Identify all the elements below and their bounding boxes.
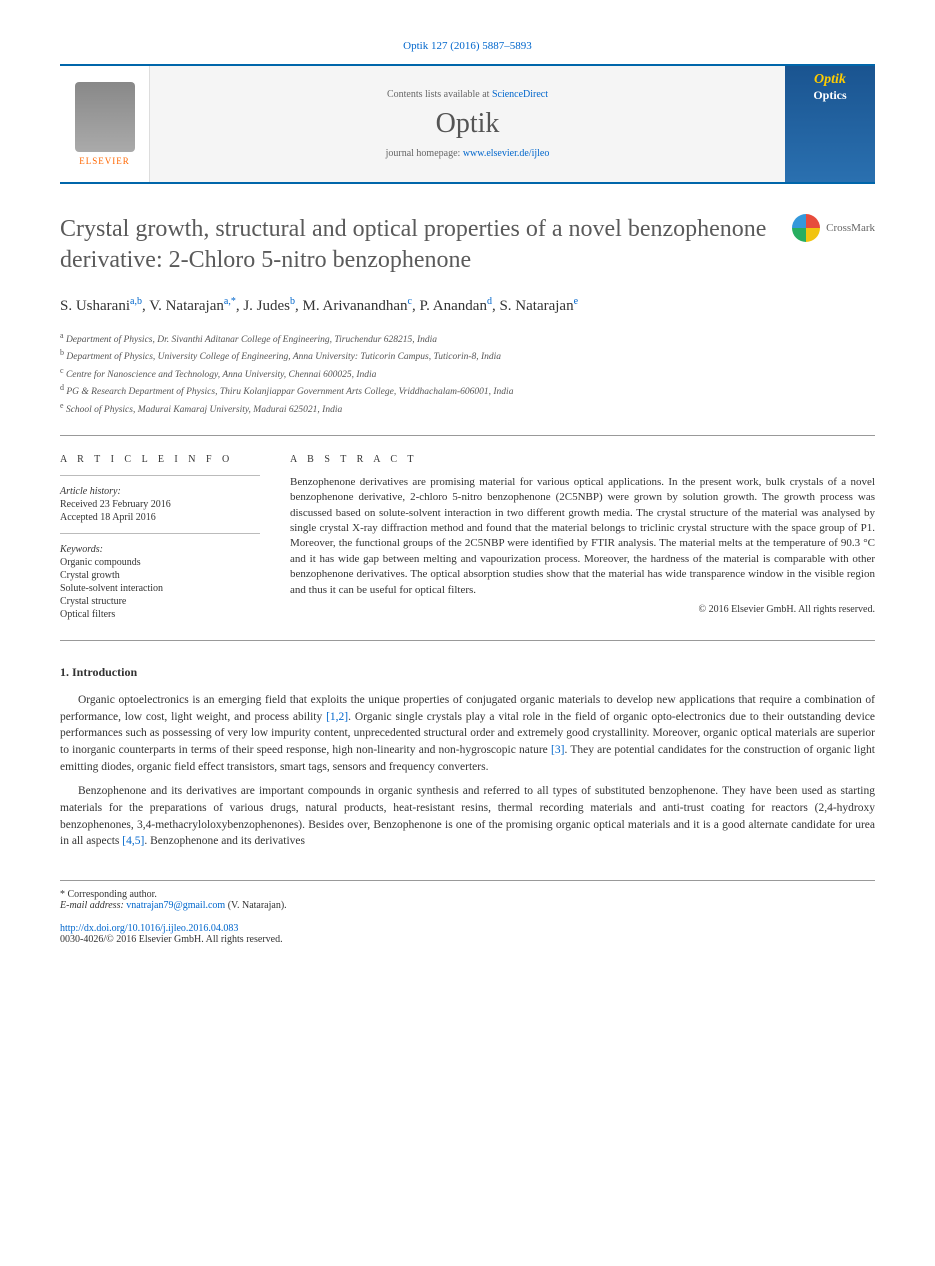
journal-cover-thumbnail: Optik Optics xyxy=(785,66,875,182)
author-name: P. Anandan xyxy=(419,298,487,314)
sciencedirect-link[interactable]: ScienceDirect xyxy=(492,89,548,100)
abstract-block: A B S T R A C T Benzophenone derivatives… xyxy=(290,454,875,622)
article-info-heading: A R T I C L E I N F O xyxy=(60,454,260,465)
email-label: E-mail address: xyxy=(60,900,124,911)
cover-title-2: Optics xyxy=(813,88,846,103)
author-name: V. Natarajan xyxy=(149,298,224,314)
elsevier-tree-icon xyxy=(75,82,135,152)
rights-line: 0030-4026/© 2016 Elsevier GmbH. All righ… xyxy=(60,934,875,945)
abstract-heading: A B S T R A C T xyxy=(290,454,875,465)
author-affiliation-sup: b xyxy=(290,296,295,307)
intro-paragraph-1: Organic optoelectronics is an emerging f… xyxy=(60,692,875,775)
author-affiliation-sup: d xyxy=(487,296,492,307)
author-affiliation-sup: e xyxy=(574,296,578,307)
author-name: S. Natarajan xyxy=(499,298,573,314)
homepage-line: journal homepage: www.elsevier.de/ijleo xyxy=(386,148,550,159)
section-heading-introduction: 1. Introduction xyxy=(60,665,875,680)
email-name: (V. Natarajan). xyxy=(228,900,287,911)
affiliation-line: e School of Physics, Madurai Kamaraj Uni… xyxy=(60,400,875,417)
journal-name: Optik xyxy=(436,108,500,140)
intro-paragraph-2: Benzophenone and its derivatives are imp… xyxy=(60,783,875,850)
affiliation-line: a Department of Physics, Dr. Sivanthi Ad… xyxy=(60,330,875,347)
keyword-item: Crystal growth xyxy=(60,570,260,581)
info-divider xyxy=(60,533,260,534)
accepted-date: Accepted 18 April 2016 xyxy=(60,512,260,523)
affiliation-line: d PG & Research Department of Physics, T… xyxy=(60,382,875,399)
author-name: M. Arivanandhan xyxy=(303,298,408,314)
keyword-item: Crystal structure xyxy=(60,596,260,607)
para2-end: . Benzophenone and its derivatives xyxy=(144,835,305,847)
author-affiliation-sup: a,* xyxy=(224,296,236,307)
authors-list: S. Usharania,b, V. Natarajana,*, J. Jude… xyxy=(60,294,875,318)
crossmark-label: CrossMark xyxy=(826,222,875,234)
divider xyxy=(60,640,875,641)
contents-available: Contents lists available at ScienceDirec… xyxy=(387,89,548,100)
affiliation-line: c Centre for Nanoscience and Technology,… xyxy=(60,365,875,382)
crossmark-badge[interactable]: CrossMark xyxy=(792,214,875,242)
keyword-item: Solute-solvent interaction xyxy=(60,583,260,594)
homepage-prefix: journal homepage: xyxy=(386,148,463,159)
author-name: S. Usharani xyxy=(60,298,130,314)
journal-banner: ELSEVIER Contents lists available at Sci… xyxy=(60,64,875,184)
affiliations-list: a Department of Physics, Dr. Sivanthi Ad… xyxy=(60,330,875,417)
divider xyxy=(60,435,875,436)
corresponding-author-label: * Corresponding author. xyxy=(60,889,875,900)
author-affiliation-sup: a,b xyxy=(130,296,142,307)
ref-link-1-2[interactable]: [1,2] xyxy=(326,711,348,723)
elsevier-logo: ELSEVIER xyxy=(60,66,150,182)
ref-link-4-5[interactable]: [4,5] xyxy=(122,835,144,847)
keywords-label: Keywords: xyxy=(60,544,260,555)
abstract-text: Benzophenone derivatives are promising m… xyxy=(290,475,875,598)
author-name: J. Judes xyxy=(243,298,290,314)
affiliation-line: b Department of Physics, University Coll… xyxy=(60,347,875,364)
crossmark-icon xyxy=(792,214,820,242)
keyword-item: Organic compounds xyxy=(60,557,260,568)
info-divider xyxy=(60,475,260,476)
article-info-block: A R T I C L E I N F O Article history: R… xyxy=(60,454,260,622)
homepage-link[interactable]: www.elsevier.de/ijleo xyxy=(463,148,550,159)
abstract-copyright: © 2016 Elsevier GmbH. All rights reserve… xyxy=(290,604,875,615)
contents-prefix: Contents lists available at xyxy=(387,89,492,100)
author-affiliation-sup: c xyxy=(408,296,412,307)
received-date: Received 23 February 2016 xyxy=(60,499,260,510)
article-title: Crystal growth, structural and optical p… xyxy=(60,214,772,276)
keyword-item: Optical filters xyxy=(60,609,260,620)
cover-title-1: Optik xyxy=(814,72,846,88)
elsevier-text: ELSEVIER xyxy=(79,156,130,166)
email-link[interactable]: vnatrajan79@gmail.com xyxy=(126,900,225,911)
footer-block: * Corresponding author. E-mail address: … xyxy=(60,880,875,945)
ref-link-3[interactable]: [3] xyxy=(551,744,564,756)
doi-link[interactable]: http://dx.doi.org/10.1016/j.ijleo.2016.0… xyxy=(60,923,238,934)
history-label: Article history: xyxy=(60,486,260,497)
citation-header: Optik 127 (2016) 5887–5893 xyxy=(60,40,875,52)
